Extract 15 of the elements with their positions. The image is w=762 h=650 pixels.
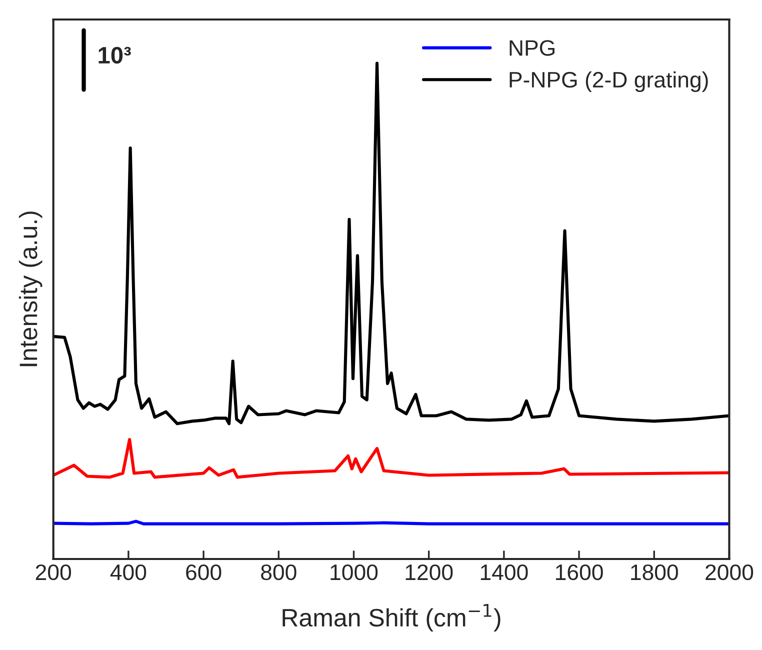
- x-axis-title: Raman Shift (cm$^{−1}$): [282, 604, 500, 632]
- x-tick-label: 600: [186, 564, 222, 580]
- x-tick-label: 1800: [631, 564, 678, 580]
- x-tick-label: 2000: [706, 564, 754, 580]
- y-axis-title: Intensity (a.u.): [18, 212, 42, 366]
- x-tick-label: 1600: [556, 564, 603, 580]
- x-tick-label: 400: [110, 564, 146, 580]
- x-tick-label: 200: [36, 564, 72, 580]
- legend-label: NPG: [510, 40, 554, 56]
- x-tick-label: 1400: [480, 564, 528, 580]
- x-tick-label: 1200: [406, 564, 453, 580]
- legend-label: P-NPG (2-D grating): [510, 71, 708, 92]
- x-tick-label: 800: [261, 564, 296, 580]
- annotation: 10³: [98, 46, 131, 64]
- x-tick-label: 1000: [330, 564, 378, 580]
